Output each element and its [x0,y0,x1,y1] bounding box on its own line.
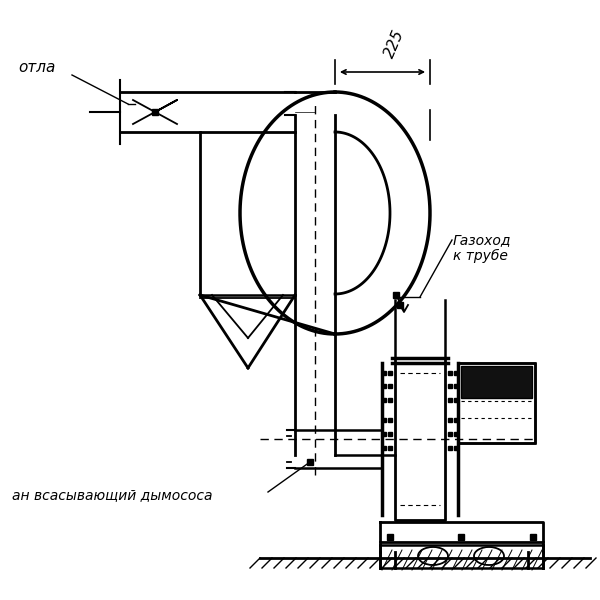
Bar [461,366,532,398]
Text: ан всасывающий дымососа: ан всасывающий дымососа [12,488,212,502]
Bar [458,363,535,443]
Text: отла: отла [18,61,55,76]
Text: Газоход
к трубе: Газоход к трубе [453,233,511,263]
Text: 225: 225 [382,27,407,60]
